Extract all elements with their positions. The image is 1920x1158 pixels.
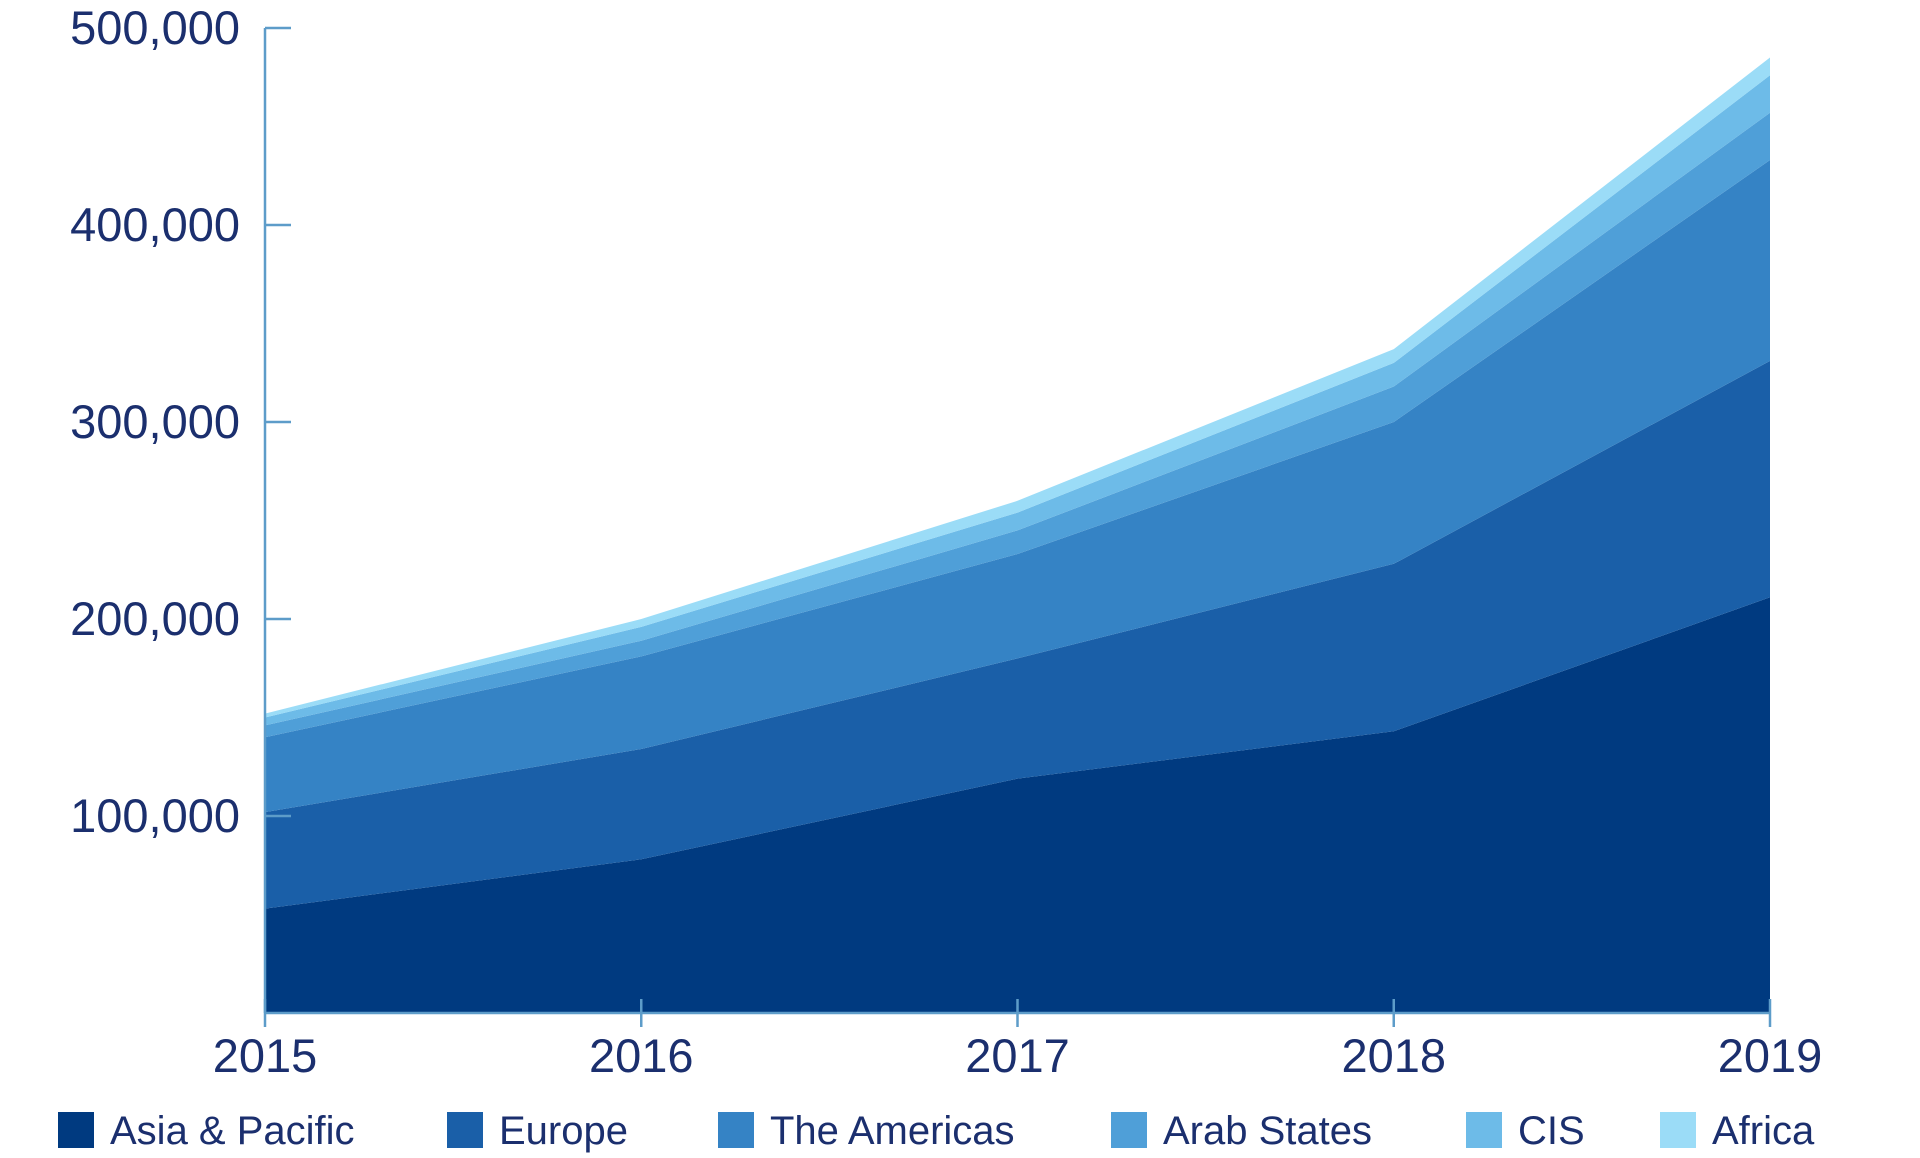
y-tick-label: 500,000 <box>70 1 240 54</box>
x-tick-label: 2018 <box>1341 1029 1446 1082</box>
area-the-americas <box>265 160 1770 813</box>
legend-label-africa: Africa <box>1712 1109 1815 1153</box>
area-asia-pacific <box>265 597 1770 1013</box>
area-europe <box>265 360 1770 909</box>
legend-label-arab-states: Arab States <box>1163 1109 1372 1153</box>
legend-swatch-arab-states <box>1111 1112 1147 1148</box>
x-axis-ticks: 2015 2016 2017 2018 2019 <box>213 999 1823 1082</box>
y-tick-label: 400,000 <box>70 198 240 251</box>
legend-swatch-cis <box>1466 1112 1502 1148</box>
legend-swatch-asia-pacific <box>58 1112 94 1148</box>
x-tick-label: 2017 <box>965 1029 1070 1082</box>
legend-swatch-africa <box>1660 1112 1696 1148</box>
legend-swatch-europe <box>447 1112 483 1148</box>
y-axis-ticks: 100,000 200,000 300,000 400,000 500,000 <box>70 1 291 842</box>
legend: Asia & Pacific Europe The Americas Arab Sta… <box>58 1109 1815 1153</box>
y-tick-label: 200,000 <box>70 592 240 645</box>
x-tick-label: 2019 <box>1718 1029 1823 1082</box>
legend-swatch-the-americas <box>718 1112 754 1148</box>
legend-label-asia-pacific: Asia & Pacific <box>110 1109 355 1153</box>
x-tick-label: 2015 <box>213 1029 318 1082</box>
series-areas <box>265 57 1770 1013</box>
legend-label-the-americas: The Americas <box>770 1109 1015 1153</box>
x-tick-label: 2016 <box>589 1029 694 1082</box>
y-tick-label: 100,000 <box>70 789 240 842</box>
y-tick-label: 300,000 <box>70 395 240 448</box>
legend-label-cis: CIS <box>1518 1109 1585 1153</box>
legend-label-europe: Europe <box>499 1109 628 1153</box>
